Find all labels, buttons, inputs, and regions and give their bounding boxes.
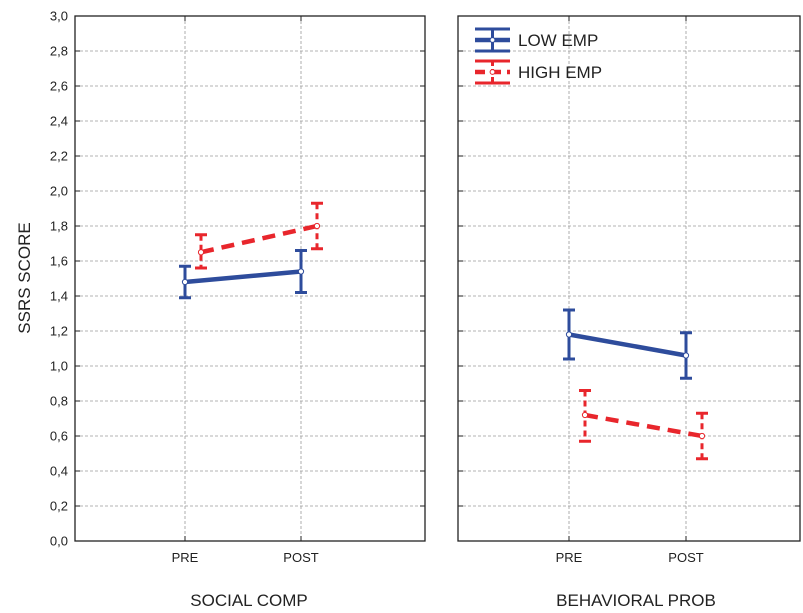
legend-label: HIGH EMP <box>518 63 602 82</box>
legend: LOW EMP HIGH EMP <box>475 27 602 85</box>
y-tick-label: 0,2 <box>50 499 68 514</box>
data-point <box>181 278 189 286</box>
series-line <box>568 332 687 358</box>
panel-title-behavioral-prob: BEHAVIORAL PROB <box>556 591 716 610</box>
x-tick-label: POST <box>668 550 703 565</box>
data-point <box>197 249 205 256</box>
y-tick-label: 1,6 <box>50 254 68 269</box>
x-tick-label: PRE <box>556 550 583 565</box>
series-low-emp <box>179 249 307 300</box>
x-tick-label: PRE <box>172 550 199 565</box>
series-line <box>584 412 703 439</box>
series-line <box>200 223 318 255</box>
y-tick-label: 1,0 <box>50 359 68 374</box>
data-point <box>581 411 589 419</box>
panel-social-comp: PRE POST <box>74 15 426 565</box>
data-point <box>565 331 573 338</box>
series-high-emp <box>579 389 708 461</box>
y-tick-label: 1,2 <box>50 324 68 339</box>
data-point <box>682 352 690 359</box>
series-low-emp <box>563 308 692 380</box>
y-tick-label: 2,4 <box>50 114 68 129</box>
y-tick-label: 2,6 <box>50 79 68 94</box>
plot-frame <box>457 15 801 542</box>
series-line <box>184 269 302 285</box>
y-tick-label: 2,0 <box>50 184 68 199</box>
y-tick-label: 0,8 <box>50 394 68 409</box>
y-tick-label: 0,4 <box>50 464 68 479</box>
data-point <box>297 268 305 275</box>
y-axis-title: SSRS SCORE <box>15 222 34 333</box>
panel-behavioral-prob: PRE POST <box>457 15 801 565</box>
legend-label: LOW EMP <box>518 31 598 50</box>
y-tick-label: 0,6 <box>50 429 68 444</box>
y-tick-label: 3,0 <box>50 9 68 24</box>
plot-frame <box>74 15 426 542</box>
series-high-emp <box>195 201 323 270</box>
data-point <box>313 222 321 230</box>
y-tick-label: 1,8 <box>50 219 68 234</box>
legend-swatch-point <box>489 69 496 75</box>
legend-item-low-emp: LOW EMP <box>475 27 598 53</box>
legend-item-high-emp: HIGH EMP <box>475 59 602 85</box>
y-tick-label: 2,8 <box>50 44 68 59</box>
y-axis: 0,0 0,2 0,4 0,6 0,8 1,0 1,2 1,4 1,6 1,8 2,0 2,2 2,4 2… <box>50 9 68 549</box>
y-tick-label: 0,0 <box>50 534 68 549</box>
data-point <box>698 432 706 440</box>
panel-title-social-comp: SOCIAL COMP <box>190 591 307 610</box>
y-tick-label: 2,2 <box>50 149 68 164</box>
y-tick-label: 1,4 <box>50 289 68 304</box>
x-tick-label: POST <box>283 550 318 565</box>
legend-swatch-point <box>489 37 496 43</box>
